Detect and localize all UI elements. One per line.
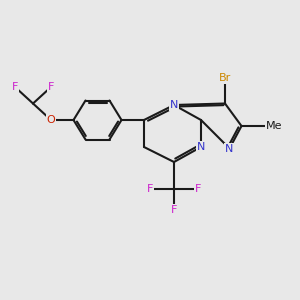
Text: N: N (197, 142, 205, 152)
Text: Br: Br (219, 73, 231, 83)
Text: Me: Me (266, 121, 282, 131)
Text: F: F (195, 184, 201, 194)
Text: F: F (12, 82, 18, 92)
Text: F: F (147, 184, 153, 194)
Text: O: O (46, 115, 56, 125)
Text: F: F (171, 205, 177, 215)
Text: N: N (225, 143, 234, 154)
Text: N: N (170, 100, 178, 110)
Text: F: F (48, 82, 54, 92)
